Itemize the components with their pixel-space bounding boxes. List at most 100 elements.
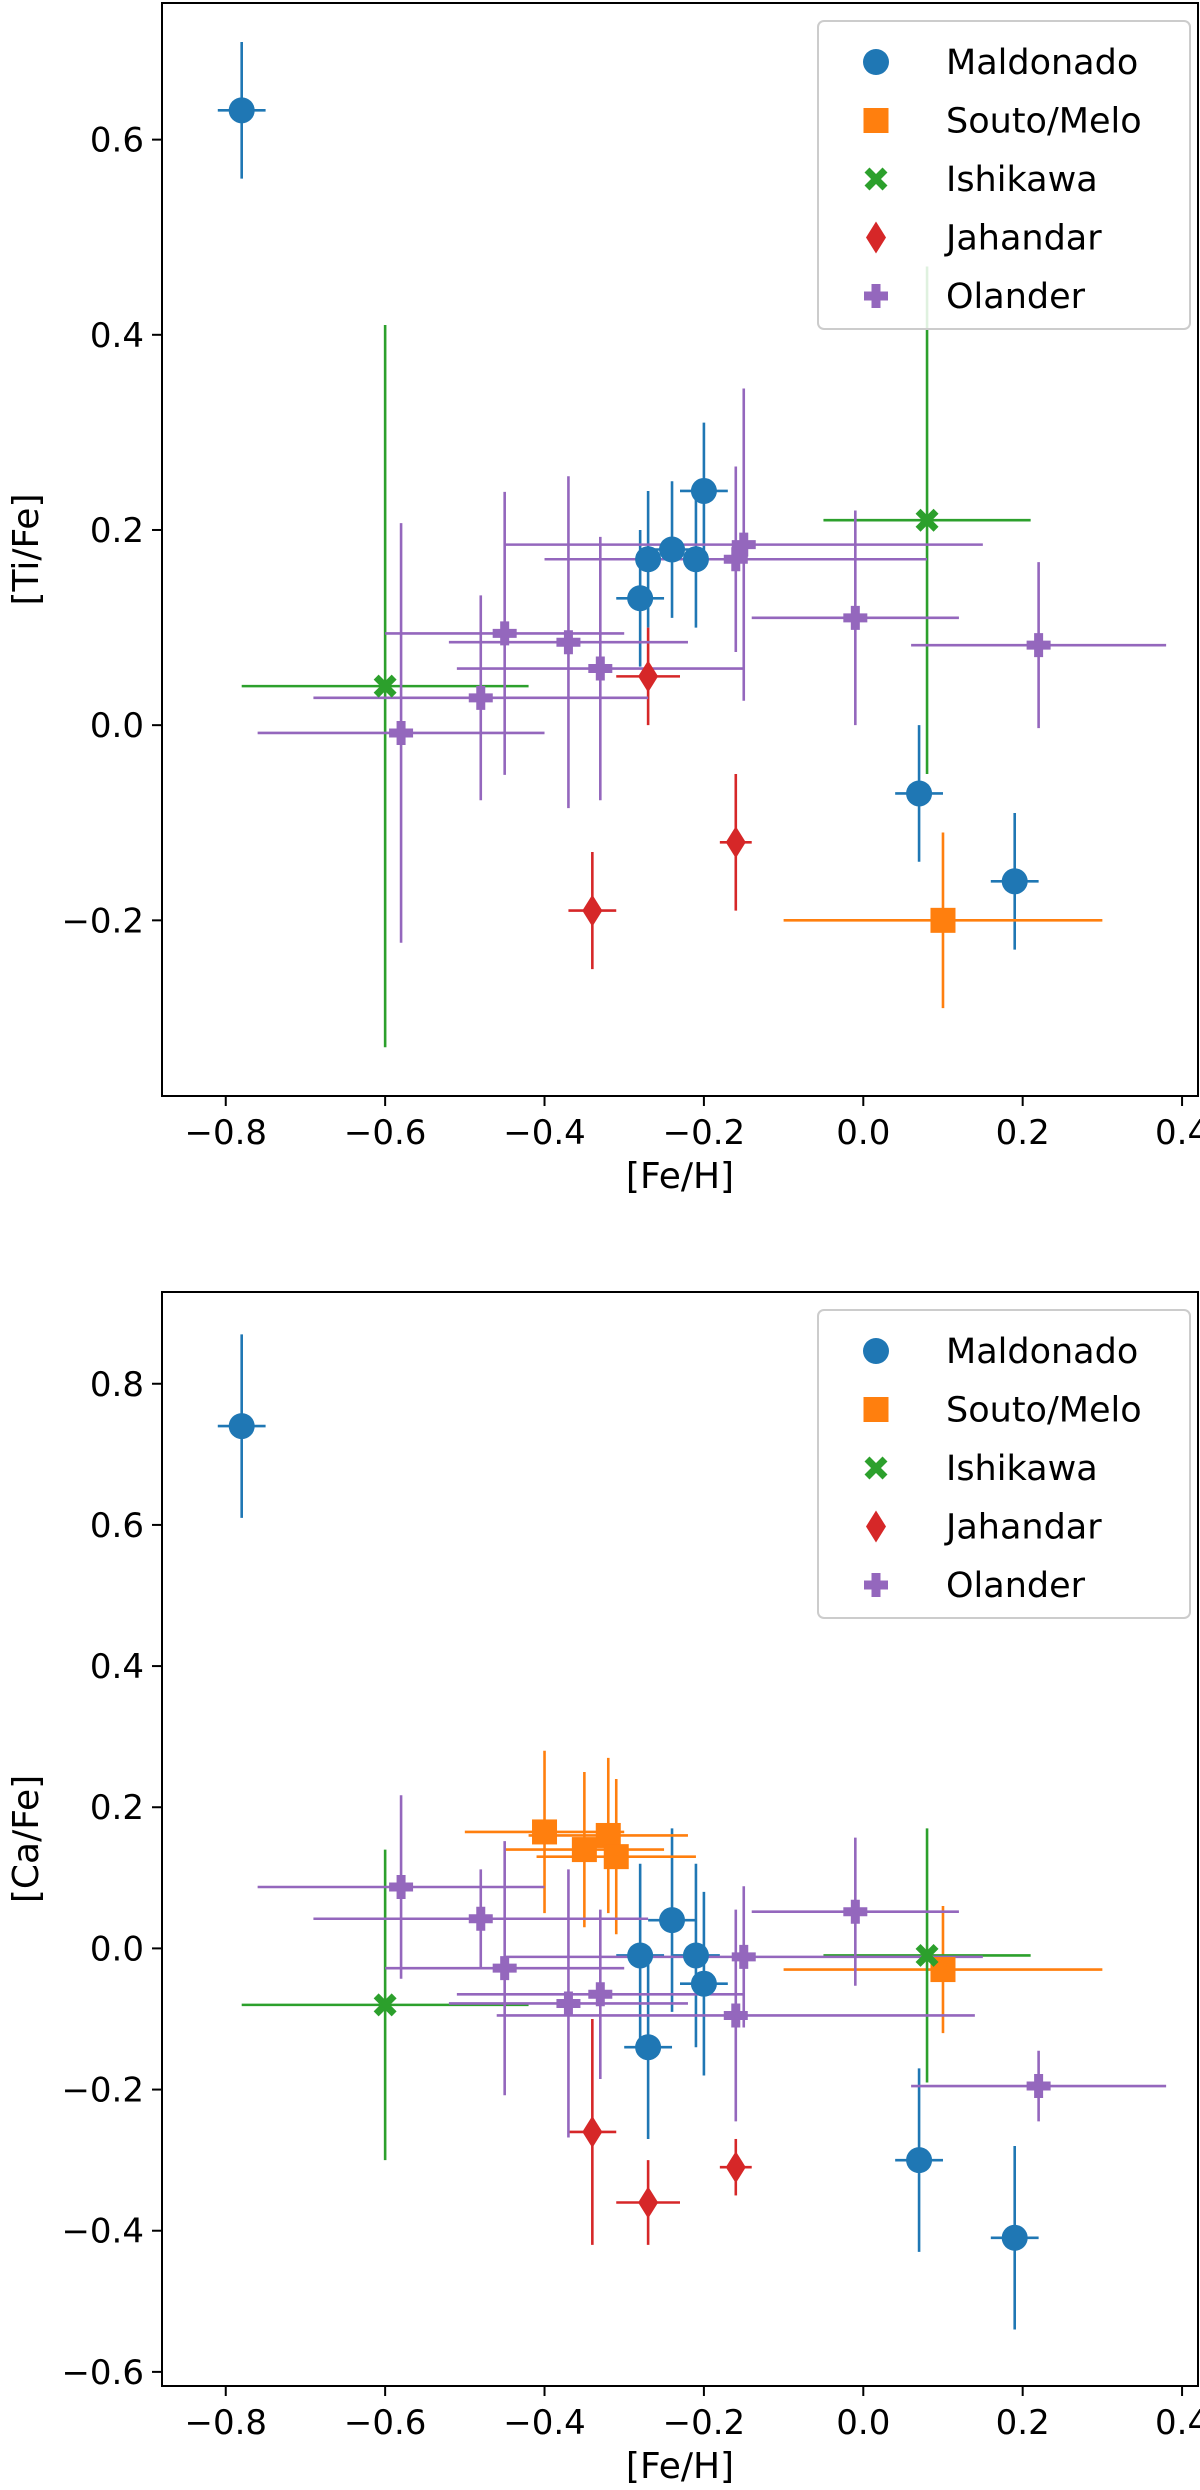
legend-label-olander: Olander xyxy=(946,1566,1086,1606)
y-tick-label: 0.0 xyxy=(90,1929,144,1969)
y-tick-label: −0.2 xyxy=(61,2071,144,2111)
point-maldonado xyxy=(906,2147,933,2174)
point-ishikawa xyxy=(373,1993,397,2017)
point-jahandar xyxy=(582,2115,603,2148)
legend-marker-olander xyxy=(864,1573,888,1597)
y-tick-label: 0.6 xyxy=(90,1506,144,1546)
point-maldonado xyxy=(627,1942,654,1969)
point-olander xyxy=(731,532,756,557)
legend-label-maldonado: Maldonado xyxy=(946,1332,1138,1372)
point-olander xyxy=(556,1991,581,2016)
point-olander xyxy=(1026,2074,1051,2099)
y-axis-label: [Ti/Fe] xyxy=(6,494,47,606)
x-tick-label: −0.6 xyxy=(344,2403,427,2443)
point-olander xyxy=(389,720,414,745)
point-jahandar xyxy=(582,894,603,927)
point-jahandar xyxy=(638,660,659,693)
legend-marker-maldonado xyxy=(863,1338,889,1364)
y-tick-label: 0.8 xyxy=(90,1365,144,1405)
point-olander xyxy=(723,2003,748,2028)
point-maldonado xyxy=(659,536,686,563)
legend-label-souto-melo: Souto/Melo xyxy=(946,1391,1142,1431)
x-tick-label: −0.6 xyxy=(344,1113,427,1153)
y-tick-label: −0.4 xyxy=(61,2212,144,2252)
point-olander xyxy=(843,1899,868,1924)
x-tick-label: 0.4 xyxy=(1155,1113,1200,1153)
point-olander xyxy=(492,621,517,646)
point-olander xyxy=(731,1944,756,1969)
point-maldonado xyxy=(635,2034,662,2061)
legend-label-jahandar: Jahandar xyxy=(944,1508,1102,1548)
point-souto-melo xyxy=(603,1844,629,1870)
point-maldonado xyxy=(635,546,662,573)
y-axis-label: [Ca/Fe] xyxy=(6,1775,47,1903)
point-olander xyxy=(468,1906,493,1931)
legend-marker-jahandar xyxy=(866,1510,886,1543)
axes-frame xyxy=(161,1291,1199,2387)
point-maldonado xyxy=(627,585,654,612)
y-tick-label: 0.4 xyxy=(90,1647,144,1687)
y-tick-label: 0.2 xyxy=(90,511,144,551)
x-tick-label: −0.2 xyxy=(663,1113,746,1153)
ti-fe-panel: −0.8 −0.6 −0.4 −0.2 0.0 0.2 0.4 −0.2 0.0 0.2 0.4 0.… xyxy=(6,2,1200,1197)
x-axis-label: [Fe/H] xyxy=(626,2446,734,2487)
legend: Maldonado Souto/Melo Ishikawa Jahandar Oland… xyxy=(817,20,1191,330)
y-tick-label: 0.4 xyxy=(90,316,144,356)
point-maldonado xyxy=(1001,2224,1028,2251)
legend-label-olander: Olander xyxy=(946,277,1086,317)
legend-label-ishikawa: Ishikawa xyxy=(946,160,1098,200)
point-maldonado xyxy=(682,546,709,573)
y-tick-label: 0.2 xyxy=(90,1788,144,1828)
point-jahandar xyxy=(725,826,746,859)
point-olander xyxy=(389,1874,414,1899)
legend-frame xyxy=(817,20,1191,330)
y-tick-label: 0.0 xyxy=(90,706,144,746)
legend-label-ishikawa: Ishikawa xyxy=(946,1449,1098,1489)
point-ishikawa xyxy=(915,1943,939,1967)
point-maldonado xyxy=(690,1970,717,1997)
point-maldonado xyxy=(682,1942,709,1969)
legend-marker-ishikawa xyxy=(864,167,888,191)
x-tick-label: −0.4 xyxy=(503,1113,586,1153)
x-tick-label: 0.2 xyxy=(996,2403,1050,2443)
point-maldonado xyxy=(906,780,933,807)
ca-fe-panel: −0.8 −0.6 −0.4 −0.2 0.0 0.2 0.4 −0.6 −0.4 −0.2 0.0… xyxy=(6,1291,1200,2487)
point-souto-melo xyxy=(571,1837,597,1863)
axes-frame xyxy=(161,2,1199,1097)
point-olander xyxy=(1026,633,1051,658)
point-souto-melo xyxy=(532,1819,558,1845)
legend-marker-ishikawa xyxy=(864,1456,888,1480)
point-jahandar xyxy=(725,2151,746,2184)
point-olander xyxy=(468,685,493,710)
point-maldonado xyxy=(659,1907,686,1934)
y-tick-label: −0.6 xyxy=(61,2353,144,2393)
x-tick-label: 0.0 xyxy=(836,1113,890,1153)
point-maldonado xyxy=(228,1413,255,1440)
legend-label-souto-melo: Souto/Melo xyxy=(946,102,1142,142)
point-olander xyxy=(588,1982,613,2007)
x-axis-label: [Fe/H] xyxy=(626,1156,734,1197)
point-olander xyxy=(723,547,748,572)
point-olander xyxy=(843,605,868,630)
x-tick-label: −0.8 xyxy=(184,2403,267,2443)
x-tick-label: 0.4 xyxy=(1155,2403,1200,2443)
x-tick-label: −0.2 xyxy=(663,2403,746,2443)
legend: Maldonado Souto/Melo Ishikawa Jahandar Oland… xyxy=(817,1309,1191,1619)
point-jahandar xyxy=(638,2186,659,2219)
point-maldonado xyxy=(1001,868,1028,895)
legend-marker-olander xyxy=(864,284,888,308)
legend-marker-souto-melo xyxy=(863,108,889,133)
legend-marker-souto-melo xyxy=(863,1397,889,1422)
point-souto-melo xyxy=(595,1822,621,1848)
legend-label-maldonado: Maldonado xyxy=(946,43,1138,83)
point-olander xyxy=(492,1956,517,1981)
legend-marker-maldonado xyxy=(863,49,889,75)
point-ishikawa xyxy=(915,508,939,532)
x-tick-label: 0.0 xyxy=(836,2403,890,2443)
point-ishikawa xyxy=(373,674,397,698)
x-tick-label: 0.2 xyxy=(996,1113,1050,1153)
point-olander xyxy=(556,630,581,655)
y-tick-label: 0.6 xyxy=(90,121,144,161)
point-maldonado xyxy=(690,477,717,504)
